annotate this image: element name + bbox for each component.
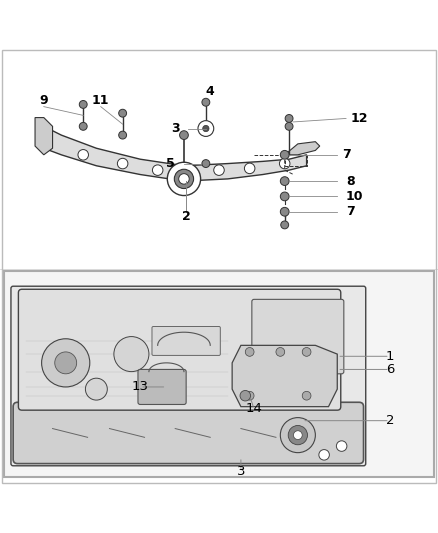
Polygon shape	[285, 142, 320, 155]
Circle shape	[285, 123, 293, 130]
Text: 5: 5	[166, 157, 175, 170]
Circle shape	[293, 431, 302, 440]
Polygon shape	[44, 126, 307, 181]
Text: 7: 7	[346, 205, 355, 218]
Text: 9: 9	[39, 94, 48, 107]
Circle shape	[114, 336, 149, 372]
Circle shape	[245, 348, 254, 356]
Text: 1: 1	[385, 350, 394, 363]
Text: 6: 6	[385, 363, 394, 376]
Circle shape	[119, 109, 127, 117]
Bar	[0, 47, 438, 271]
Circle shape	[280, 150, 289, 159]
Circle shape	[336, 441, 347, 451]
Circle shape	[288, 425, 307, 445]
Circle shape	[117, 158, 128, 169]
Circle shape	[198, 120, 214, 136]
Text: 12: 12	[350, 112, 368, 125]
Circle shape	[279, 158, 290, 169]
Text: 10: 10	[346, 190, 364, 203]
Text: 4: 4	[206, 85, 215, 98]
Circle shape	[203, 125, 209, 132]
Circle shape	[85, 378, 107, 400]
Circle shape	[152, 165, 163, 175]
Text: 3: 3	[171, 122, 180, 135]
Text: 2: 2	[385, 414, 394, 427]
Circle shape	[240, 391, 251, 401]
Text: 2: 2	[182, 209, 191, 223]
FancyBboxPatch shape	[11, 286, 366, 466]
Circle shape	[79, 123, 87, 130]
Circle shape	[281, 221, 289, 229]
Circle shape	[280, 207, 289, 216]
Circle shape	[302, 391, 311, 400]
Circle shape	[119, 131, 127, 139]
Circle shape	[174, 169, 194, 189]
Text: 14: 14	[246, 402, 262, 415]
FancyBboxPatch shape	[18, 289, 341, 410]
Circle shape	[78, 150, 88, 160]
Circle shape	[42, 339, 90, 387]
Text: 8: 8	[346, 175, 355, 188]
FancyBboxPatch shape	[138, 369, 186, 405]
FancyBboxPatch shape	[4, 271, 434, 477]
Circle shape	[280, 177, 289, 185]
FancyBboxPatch shape	[152, 327, 220, 356]
FancyBboxPatch shape	[13, 402, 364, 464]
Text: 13: 13	[132, 381, 148, 393]
Text: 3: 3	[237, 465, 245, 478]
Circle shape	[244, 163, 255, 174]
Circle shape	[214, 165, 224, 175]
Circle shape	[280, 192, 289, 201]
Circle shape	[202, 98, 210, 106]
Circle shape	[180, 131, 188, 140]
Circle shape	[202, 159, 210, 167]
Circle shape	[276, 348, 285, 356]
Text: 7: 7	[342, 148, 350, 161]
Circle shape	[245, 391, 254, 400]
Text: 11: 11	[92, 94, 110, 107]
Polygon shape	[232, 345, 337, 407]
Circle shape	[302, 348, 311, 356]
Circle shape	[167, 162, 201, 196]
Circle shape	[285, 115, 293, 123]
Circle shape	[55, 352, 77, 374]
Circle shape	[179, 174, 189, 184]
Polygon shape	[35, 118, 53, 155]
Circle shape	[319, 449, 329, 460]
Circle shape	[280, 418, 315, 453]
FancyBboxPatch shape	[252, 300, 344, 374]
Circle shape	[79, 101, 87, 108]
